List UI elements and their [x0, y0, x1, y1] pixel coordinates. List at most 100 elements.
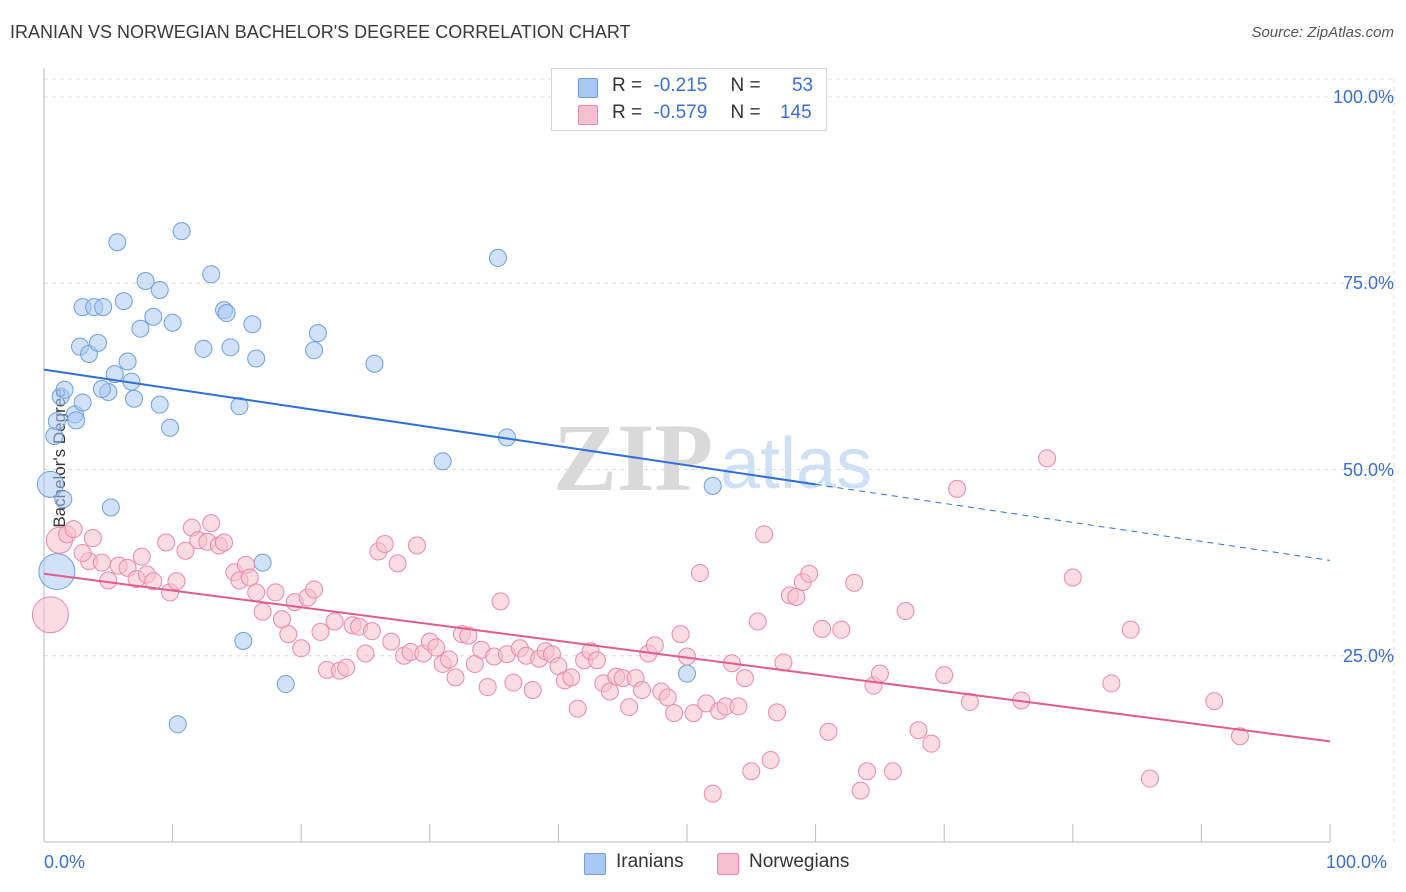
- norwegian-point: [819, 722, 838, 741]
- norwegian-point: [144, 572, 163, 591]
- norwegian-point: [459, 626, 478, 645]
- norwegian-point: [729, 697, 748, 716]
- norwegian-point: [253, 602, 272, 621]
- norwegian-point: [272, 610, 291, 629]
- norwegian-point: [83, 529, 102, 548]
- norwegian-point: [909, 721, 928, 740]
- iranian-point: [221, 338, 240, 357]
- bottom-label-iranians: Iranians: [616, 851, 684, 872]
- iranian-point: [114, 292, 133, 311]
- norwegian-point: [73, 543, 92, 562]
- iranian-point: [305, 341, 324, 360]
- norwegian-point: [311, 622, 330, 641]
- norwegian-point: [440, 650, 459, 669]
- norwegian-point: [523, 681, 542, 700]
- iranian-point: [163, 313, 182, 332]
- iranian-point: [161, 418, 180, 437]
- norwegian-point: [587, 651, 606, 670]
- norwegian-point: [768, 703, 787, 722]
- iranian-point: [55, 380, 74, 399]
- norwegian-point: [645, 636, 664, 655]
- trend-line-iranians-extrapolated: [815, 483, 1331, 561]
- norwegian-point: [800, 564, 819, 583]
- norwegian-point: [568, 699, 587, 718]
- y-tick-label: 75.0%: [1342, 273, 1394, 294]
- trend-lines: [43, 368, 1331, 743]
- iranian-point: [150, 395, 169, 414]
- y-tick-label: 50.0%: [1342, 459, 1394, 480]
- y-tick-label: 100.0%: [1332, 87, 1394, 107]
- watermark-atlas: atlas: [720, 424, 872, 504]
- iranian-point: [89, 333, 108, 352]
- norwegian-point: [922, 734, 941, 753]
- norwegian-point: [504, 673, 523, 692]
- norwegian-point: [427, 638, 446, 657]
- norwegian-point: [600, 682, 619, 701]
- x-tick-max: 100.0%: [1326, 852, 1388, 872]
- iranian-point: [105, 365, 124, 384]
- norwegian-point: [1205, 692, 1224, 711]
- norwegian-point: [292, 639, 311, 658]
- norwegian-point: [858, 762, 877, 781]
- norwegian-point: [202, 514, 221, 533]
- norwegian-point: [742, 762, 761, 781]
- norwegian-point: [64, 520, 83, 539]
- series-norwegians: [31, 449, 1249, 803]
- iranian-point: [247, 349, 266, 368]
- gridlines: [44, 78, 1395, 842]
- trend-line-norwegians: [43, 572, 1331, 743]
- norwegian-point: [948, 479, 967, 498]
- norwegian-point: [337, 658, 356, 677]
- legend-swatch-iranians: [578, 78, 598, 98]
- norwegian-point: [845, 573, 864, 592]
- norwegian-point: [735, 669, 754, 688]
- iranian-point: [131, 319, 150, 338]
- axes: [43, 68, 1331, 843]
- y-tick-label: 25.0%: [1342, 645, 1394, 666]
- iranian-point: [365, 354, 384, 373]
- norwegian-point: [382, 632, 401, 651]
- norwegian-point: [356, 644, 375, 663]
- chart-title: IRANIAN VS NORWEGIAN BACHELOR'S DEGREE C…: [10, 22, 631, 42]
- norwegian-point: [620, 698, 639, 717]
- norwegian-point: [478, 678, 497, 697]
- watermark: ZIP atlas: [553, 404, 872, 511]
- series-iranians: [36, 222, 722, 734]
- norwegian-point: [832, 620, 851, 639]
- iranian-point: [67, 411, 86, 430]
- iranian-point: [243, 315, 262, 334]
- norwegian-point: [658, 688, 677, 707]
- norwegian-point: [92, 553, 111, 572]
- norwegian-point: [1230, 727, 1249, 746]
- norwegian-point: [305, 580, 324, 599]
- norwegian-point: [935, 666, 954, 685]
- iranian-point: [150, 280, 169, 299]
- norwegian-point: [1140, 769, 1159, 788]
- iranian-point: [125, 389, 144, 408]
- norwegian-point: [671, 625, 690, 644]
- norwegian-point: [279, 625, 298, 644]
- iranian-point: [253, 553, 272, 572]
- iranian-point: [488, 248, 507, 267]
- norwegian-point: [375, 535, 394, 553]
- iranian-point: [217, 304, 236, 323]
- iranian-point: [108, 233, 127, 252]
- norwegian-point: [690, 564, 709, 583]
- iranian-point: [230, 397, 249, 416]
- iranian-point: [45, 426, 64, 445]
- iranian-point: [136, 272, 155, 291]
- norwegian-point: [851, 781, 870, 800]
- norwegian-point: [787, 587, 806, 606]
- iranian-point: [94, 298, 113, 317]
- iranian-point: [234, 631, 253, 650]
- norwegian-point: [247, 583, 266, 602]
- iranian-point: [38, 553, 76, 591]
- iranian-point: [144, 307, 163, 326]
- norwegian-point: [684, 704, 703, 723]
- norwegian-point: [665, 704, 684, 723]
- iranian-point: [433, 452, 452, 471]
- legend-r-label: R =: [612, 75, 643, 96]
- norwegian-point: [755, 525, 774, 544]
- legend-n-label: N =: [730, 75, 761, 96]
- iranian-point: [276, 675, 295, 694]
